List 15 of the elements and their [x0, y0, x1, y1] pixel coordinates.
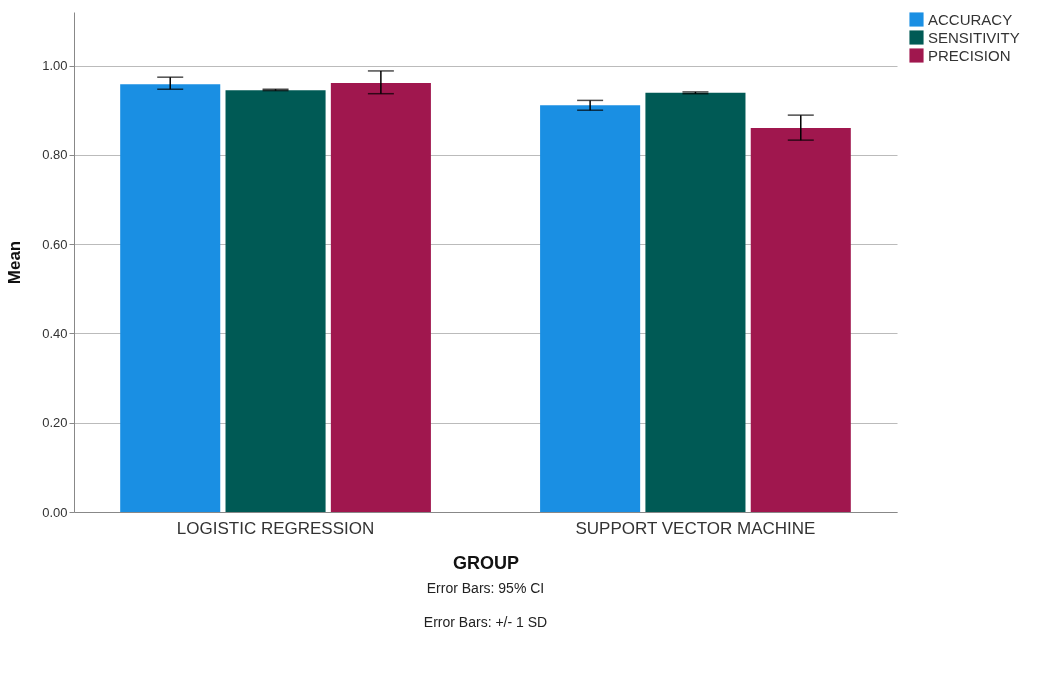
x-tick-label: LOGISTIC REGRESSION	[176, 518, 375, 538]
y-tick-label: 0.20	[42, 415, 68, 431]
x-axis-title: GROUP	[452, 552, 520, 573]
y-tick-label: 0.40	[42, 325, 68, 341]
legend-label: ACCURACY	[928, 10, 1013, 28]
x-tick-label: SUPPORT VECTOR MACHINE	[575, 518, 816, 538]
text: Error Bars: +/- 1 SD	[423, 614, 548, 630]
y-tick-label: 0.60	[42, 236, 68, 252]
y-tick-label: 1.00	[42, 58, 68, 74]
y-tick-label: 0.00	[42, 504, 68, 520]
legend-label: PRECISION	[928, 46, 1011, 64]
text: Error Bars: 95% CI	[426, 580, 545, 596]
y-tick-label: 0.80	[42, 147, 68, 163]
legend-label: SENSITIVITY	[928, 28, 1020, 46]
y-axis-title: Mean	[5, 240, 25, 285]
